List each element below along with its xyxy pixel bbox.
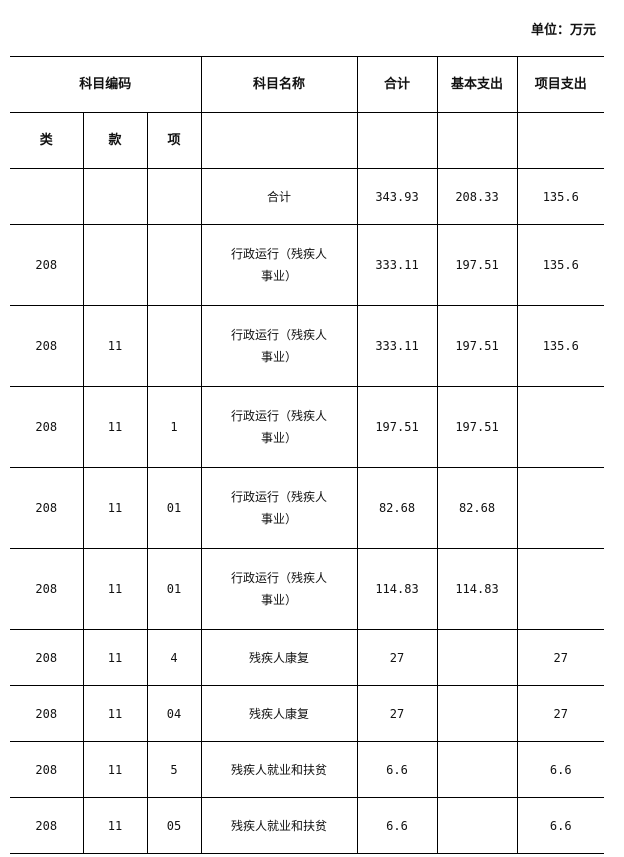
cell-name: 残疾人康复 [200, 629, 358, 686]
cell-total: 333.11 [356, 224, 438, 306]
cell-basic [436, 797, 518, 854]
cell-basic: 197.51 [436, 305, 518, 387]
table-row: 208 行政运行（残疾人事业） 333.11 197.51 135.6 [10, 224, 605, 306]
cell-name: 残疾人就业和扶贫 [200, 797, 358, 854]
cell-item: 01 [146, 467, 202, 549]
table-row: 208 11 行政运行（残疾人事业） 333.11 197.51 135.6 [10, 305, 605, 387]
cell-class [10, 168, 84, 225]
cell-total: 197.51 [356, 386, 438, 468]
table-row: 208 11 5 残疾人就业和扶贫 6.6 6.6 [10, 741, 605, 798]
cell-item: 04 [146, 685, 202, 742]
cell-class: 208 [10, 797, 84, 854]
header-row: 科目编码 科目名称 合计 基本支出 项目支出 [10, 56, 605, 113]
header-total: 合计 [356, 56, 438, 113]
cell-basic: 197.51 [436, 224, 518, 306]
cell-item: 01 [146, 548, 202, 630]
cell-total: 333.11 [356, 305, 438, 387]
cell-basic: 114.83 [436, 548, 518, 630]
cell-total: 343.93 [356, 168, 438, 225]
cell-item: 5 [146, 741, 202, 798]
cell-item [146, 224, 202, 306]
cell-project [516, 386, 605, 468]
cell-section: 11 [82, 467, 148, 549]
cell-section: 11 [82, 741, 148, 798]
cell-name: 行政运行（残疾人事业） [200, 305, 358, 387]
table-row: 208 11 1 行政运行（残疾人事业） 197.51 197.51 [10, 386, 605, 468]
cell-class: 208 [10, 386, 84, 468]
cell-name: 行政运行（残疾人事业） [200, 467, 358, 549]
cell-class: 208 [10, 685, 84, 742]
empty-cell [200, 112, 358, 169]
cell-section: 11 [82, 685, 148, 742]
cell-basic: 208.33 [436, 168, 518, 225]
cell-project [516, 467, 605, 549]
cell-name: 行政运行（残疾人事业） [200, 548, 358, 630]
cell-project: 135.6 [516, 305, 605, 387]
cell-total: 27 [356, 629, 438, 686]
cell-basic [436, 685, 518, 742]
cell-section: 11 [82, 305, 148, 387]
cell-project: 6.6 [516, 797, 605, 854]
cell-name: 合计 [200, 168, 358, 225]
cell-name: 残疾人就业和扶贫 [200, 741, 358, 798]
cell-section: 11 [82, 548, 148, 630]
table-row: 208 11 05 残疾人就业和扶贫 6.6 6.6 [10, 797, 605, 854]
cell-total: 6.6 [356, 741, 438, 798]
cell-item: 4 [146, 629, 202, 686]
cell-project: 135.6 [516, 168, 605, 225]
cell-section: 11 [82, 386, 148, 468]
cell-item [146, 305, 202, 387]
header-project: 项目支出 [516, 56, 605, 113]
cell-class: 208 [10, 467, 84, 549]
cell-section [82, 224, 148, 306]
unit-label: 单位：万元 [530, 23, 596, 38]
header-code-group: 科目编码 [10, 56, 202, 113]
cell-project: 27 [516, 629, 605, 686]
cell-basic: 82.68 [436, 467, 518, 549]
header-name: 科目名称 [200, 56, 358, 113]
cell-class: 208 [10, 741, 84, 798]
cell-project: 135.6 [516, 224, 605, 306]
cell-class: 208 [10, 629, 84, 686]
cell-section: 11 [82, 629, 148, 686]
cell-project: 27 [516, 685, 605, 742]
header-item: 项 [146, 112, 202, 169]
cell-project [516, 548, 605, 630]
table-row: 合计 343.93 208.33 135.6 [10, 168, 605, 225]
cell-name: 行政运行（残疾人事业） [200, 386, 358, 468]
cell-basic [436, 741, 518, 798]
budget-table: 科目编码 科目名称 合计 基本支出 项目支出 类 款 项 合计 343.93 208… [10, 56, 605, 854]
cell-item: 1 [146, 386, 202, 468]
cell-section: 11 [82, 797, 148, 854]
header-class: 类 [10, 112, 84, 169]
empty-cell [356, 112, 438, 169]
cell-name: 行政运行（残疾人事业） [200, 224, 358, 306]
cell-total: 6.6 [356, 797, 438, 854]
cell-item: 05 [146, 797, 202, 854]
table-row: 208 11 01 行政运行（残疾人事业） 114.83 114.83 [10, 548, 605, 630]
cell-total: 27 [356, 685, 438, 742]
cell-basic [436, 629, 518, 686]
table-row: 208 11 01 行政运行（残疾人事业） 82.68 82.68 [10, 467, 605, 549]
cell-project: 6.6 [516, 741, 605, 798]
table-row: 208 11 4 残疾人康复 27 27 [10, 629, 605, 686]
cell-class: 208 [10, 305, 84, 387]
cell-total: 114.83 [356, 548, 438, 630]
empty-cell [516, 112, 605, 169]
cell-total: 82.68 [356, 467, 438, 549]
cell-item [146, 168, 202, 225]
cell-name: 残疾人康复 [200, 685, 358, 742]
table-row: 208 11 04 残疾人康复 27 27 [10, 685, 605, 742]
cell-section [82, 168, 148, 225]
cell-basic: 197.51 [436, 386, 518, 468]
empty-cell [436, 112, 518, 169]
subheader-row: 类 款 项 [10, 112, 605, 169]
cell-class: 208 [10, 224, 84, 306]
cell-class: 208 [10, 548, 84, 630]
header-section: 款 [82, 112, 148, 169]
header-basic: 基本支出 [436, 56, 518, 113]
